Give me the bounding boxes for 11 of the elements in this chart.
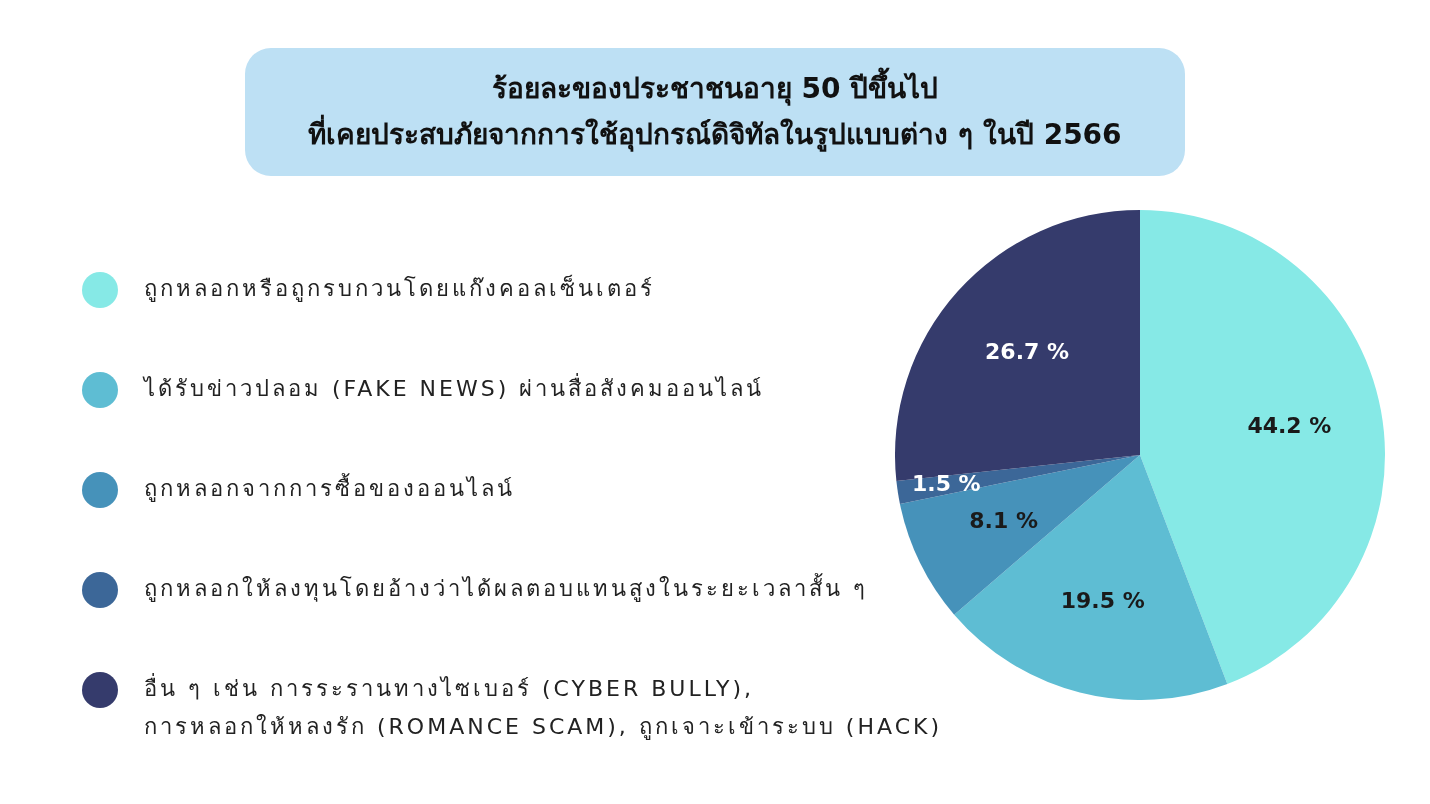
- legend-label: ได้รับข่าวปลอม (FAKE NEWS) ผ่านสื่อสังคมออนไลน์: [144, 372, 765, 403]
- data-label: 1.5 %: [911, 470, 981, 496]
- data-label: 8.1 %: [969, 507, 1038, 533]
- legend-label: อื่น ๆ เช่น การระรานทางไซเบอร์ (CYBER BULLY), การหลอกให้หลงรัก (ROMANCE SCAM), ถูกเจาะเข้าระบบ (HACK): [144, 672, 943, 742]
- legend-label: ถูกหลอกให้ลงทุนโดยอ้างว่าได้ผลตอบแทนสูงในระยะเวลาสั้น ๆ: [144, 572, 868, 604]
- data-label: 44.2 %: [1247, 413, 1332, 439]
- chart-title: ร้อยละของประชาชนอายุ 50 ปีขึ้นไป ที่เคยประสบภัยจากการใช้อุปกรณ์ดิจิทัลในรูปแบบต่าง ๆ ในปี 2566: [308, 66, 1122, 154]
- data-label: 26.7 %: [985, 339, 1069, 365]
- legend-label: ถูกหลอกจากการซื้อของออนไลน์: [144, 472, 515, 504]
- data-label: 19.5 %: [1060, 587, 1145, 613]
- legend-label: ถูกหลอกหรือถูกรบกวนโดยแก๊งคอลเซ็นเตอร์: [144, 273, 655, 304]
